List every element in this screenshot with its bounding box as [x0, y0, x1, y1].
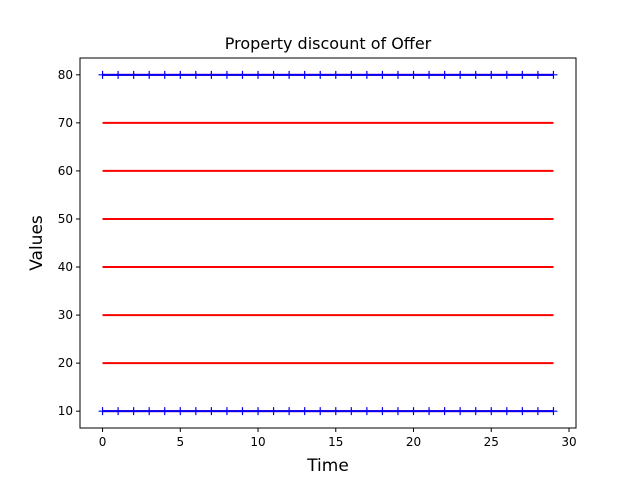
data-point-marker: [145, 407, 154, 416]
data-point-marker: [518, 70, 527, 79]
data-point-marker: [176, 407, 185, 416]
x-axis-label: Time: [306, 456, 349, 476]
data-point-marker: [471, 70, 480, 79]
data-point-marker: [269, 407, 278, 416]
y-tick-label: 80: [58, 68, 73, 82]
data-point-marker: [98, 70, 107, 79]
data-point-marker: [331, 70, 340, 79]
data-point-marker: [502, 70, 511, 79]
data-point-marker: [456, 70, 465, 79]
plot-frame: [79, 57, 577, 429]
series-10: [98, 70, 558, 79]
y-tick-label: 50: [58, 212, 73, 226]
data-point-marker: [331, 407, 340, 416]
data-point-marker: [425, 407, 434, 416]
y-tick-label: 40: [58, 260, 73, 274]
data-point-marker: [316, 407, 325, 416]
x-tick-label: 0: [99, 435, 107, 449]
data-point-marker: [222, 407, 231, 416]
data-point-marker: [487, 407, 496, 416]
data-point-marker: [456, 407, 465, 416]
y-axis-ticks: 10 20 30 40 50 60 70 80: [58, 68, 80, 418]
data-point-marker: [300, 70, 309, 79]
data-point-marker: [425, 70, 434, 79]
data-point-marker: [533, 407, 542, 416]
series-9: [98, 407, 558, 416]
data-point-marker: [362, 407, 371, 416]
data-point-marker: [176, 70, 185, 79]
data-point-marker: [549, 407, 558, 416]
data-point-marker: [549, 70, 558, 79]
y-tick-label: 20: [58, 356, 73, 370]
data-point-marker: [114, 70, 123, 79]
y-tick-label: 30: [58, 308, 73, 322]
chart-title: Property discount of Offer: [225, 34, 432, 53]
data-point-marker: [254, 70, 263, 79]
data-point-marker: [393, 407, 402, 416]
data-point-marker: [269, 70, 278, 79]
data-point-marker: [222, 70, 231, 79]
series-layer: [98, 70, 558, 416]
data-point-marker: [98, 407, 107, 416]
data-point-marker: [362, 70, 371, 79]
data-point-marker: [114, 407, 123, 416]
data-point-marker: [129, 407, 138, 416]
data-point-marker: [160, 70, 169, 79]
data-point-marker: [347, 70, 356, 79]
x-tick-label: 30: [561, 435, 576, 449]
data-point-marker: [440, 70, 449, 79]
data-point-marker: [238, 407, 247, 416]
data-point-marker: [254, 407, 263, 416]
data-point-marker: [191, 407, 200, 416]
data-point-marker: [393, 70, 402, 79]
data-point-marker: [471, 407, 480, 416]
y-tick-label: 70: [58, 116, 73, 130]
data-point-marker: [518, 407, 527, 416]
data-point-marker: [145, 70, 154, 79]
data-point-marker: [440, 407, 449, 416]
x-tick-label: 10: [250, 435, 265, 449]
data-point-marker: [316, 70, 325, 79]
data-point-marker: [207, 70, 216, 79]
data-point-marker: [129, 70, 138, 79]
x-tick-label: 25: [484, 435, 499, 449]
data-point-marker: [487, 70, 496, 79]
data-point-marker: [160, 407, 169, 416]
data-point-marker: [207, 407, 216, 416]
data-point-marker: [285, 70, 294, 79]
data-point-marker: [533, 70, 542, 79]
data-point-marker: [347, 407, 356, 416]
y-axis-label: Values: [27, 215, 47, 271]
data-point-marker: [409, 407, 418, 416]
y-tick-label: 10: [58, 404, 73, 418]
data-point-marker: [378, 407, 387, 416]
data-point-marker: [502, 407, 511, 416]
x-tick-label: 5: [176, 435, 184, 449]
data-point-marker: [285, 407, 294, 416]
x-axis-ticks: 0 5 10 15 20 25 30: [99, 428, 577, 449]
y-tick-label: 60: [58, 164, 73, 178]
data-point-marker: [409, 70, 418, 79]
x-tick-label: 15: [328, 435, 343, 449]
data-point-marker: [191, 70, 200, 79]
data-point-marker: [378, 70, 387, 79]
data-point-marker: [300, 407, 309, 416]
data-point-marker: [238, 70, 247, 79]
x-tick-label: 20: [406, 435, 421, 449]
